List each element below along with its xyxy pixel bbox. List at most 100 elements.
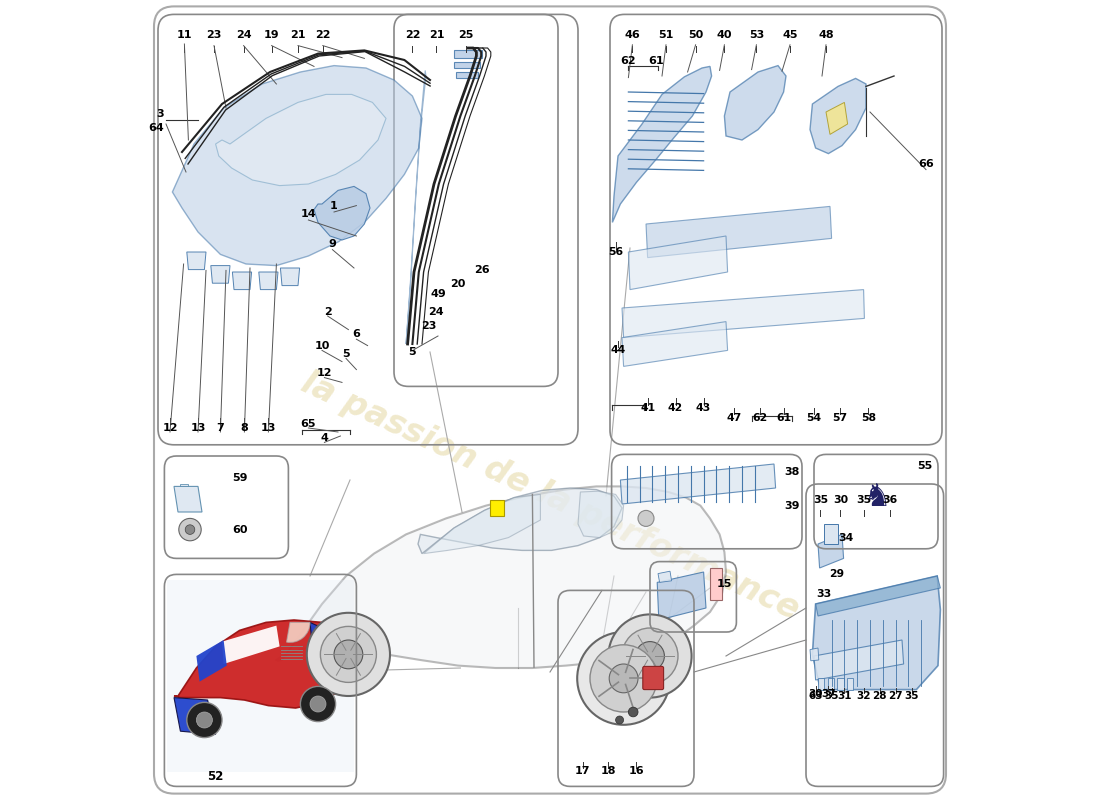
Text: 31: 31 — [837, 691, 851, 701]
Polygon shape — [847, 678, 854, 690]
Bar — [710, 568, 722, 600]
Polygon shape — [197, 640, 227, 682]
Text: 13: 13 — [190, 423, 206, 433]
Polygon shape — [418, 488, 622, 554]
Polygon shape — [725, 66, 786, 140]
Text: 16: 16 — [628, 766, 645, 776]
Polygon shape — [216, 94, 386, 186]
Text: 36: 36 — [882, 495, 898, 505]
Text: 7: 7 — [217, 423, 224, 433]
Circle shape — [578, 632, 670, 725]
Text: 49: 49 — [430, 290, 446, 299]
Wedge shape — [286, 622, 310, 642]
Text: 1: 1 — [330, 202, 338, 211]
Polygon shape — [818, 534, 844, 568]
Text: 35: 35 — [904, 691, 918, 701]
Text: 18: 18 — [601, 766, 616, 776]
Polygon shape — [173, 66, 422, 266]
Text: 51: 51 — [658, 30, 673, 40]
Text: 33: 33 — [816, 589, 832, 598]
Text: 62: 62 — [620, 56, 636, 66]
Text: 13: 13 — [261, 423, 276, 433]
Text: 34: 34 — [838, 533, 854, 542]
Polygon shape — [424, 494, 540, 554]
Polygon shape — [174, 620, 349, 708]
Text: 15: 15 — [717, 579, 733, 589]
Text: 2: 2 — [323, 307, 331, 317]
Text: 17: 17 — [575, 766, 591, 776]
Text: 23: 23 — [207, 30, 222, 40]
Text: 54: 54 — [806, 413, 822, 422]
Text: 45: 45 — [782, 30, 797, 40]
Polygon shape — [187, 252, 206, 270]
Text: 26: 26 — [474, 266, 490, 275]
Circle shape — [608, 614, 692, 698]
Text: 14: 14 — [300, 210, 316, 219]
Circle shape — [197, 712, 212, 728]
FancyBboxPatch shape — [642, 666, 663, 690]
Text: 20: 20 — [450, 279, 465, 289]
Text: 28: 28 — [872, 691, 887, 701]
Circle shape — [185, 525, 195, 534]
Polygon shape — [628, 236, 727, 290]
Text: 66: 66 — [918, 159, 934, 169]
Polygon shape — [276, 486, 726, 668]
Text: 35: 35 — [856, 495, 871, 505]
Text: 25: 25 — [459, 30, 474, 40]
Text: 21: 21 — [429, 30, 444, 40]
Text: 3: 3 — [156, 110, 164, 119]
Polygon shape — [454, 50, 482, 58]
Text: 9: 9 — [329, 239, 337, 249]
Bar — [490, 500, 505, 516]
Circle shape — [307, 613, 390, 696]
Polygon shape — [174, 698, 216, 734]
Polygon shape — [826, 102, 848, 134]
Text: 56: 56 — [608, 247, 624, 257]
Polygon shape — [578, 491, 624, 538]
Text: 22: 22 — [405, 30, 420, 40]
Circle shape — [636, 642, 664, 670]
Polygon shape — [232, 272, 252, 290]
Polygon shape — [620, 464, 776, 504]
Text: 22: 22 — [315, 30, 330, 40]
Text: 60: 60 — [232, 526, 248, 535]
Polygon shape — [456, 72, 478, 78]
Polygon shape — [613, 66, 712, 222]
Circle shape — [179, 518, 201, 541]
Text: 40: 40 — [717, 30, 733, 40]
Text: 10: 10 — [315, 341, 330, 350]
Text: 65: 65 — [300, 419, 316, 429]
Polygon shape — [621, 290, 865, 338]
Text: 24: 24 — [429, 307, 444, 317]
Polygon shape — [657, 572, 706, 620]
Circle shape — [638, 510, 654, 526]
Polygon shape — [280, 268, 299, 286]
Text: 50: 50 — [688, 30, 703, 40]
Text: 5: 5 — [342, 349, 350, 358]
Text: 37: 37 — [821, 690, 836, 699]
Text: 38: 38 — [784, 467, 800, 477]
Circle shape — [628, 707, 638, 717]
Text: 21: 21 — [290, 30, 306, 40]
Polygon shape — [310, 622, 352, 672]
Text: 48: 48 — [818, 30, 834, 40]
Text: 35: 35 — [824, 691, 839, 701]
Polygon shape — [180, 484, 188, 486]
Bar — [824, 524, 838, 544]
Polygon shape — [818, 678, 824, 690]
Text: 43: 43 — [696, 403, 712, 413]
Text: 4: 4 — [320, 433, 328, 442]
Circle shape — [621, 628, 678, 684]
Circle shape — [300, 686, 336, 722]
Text: 62: 62 — [752, 413, 767, 422]
Text: 57: 57 — [832, 413, 847, 422]
Text: 64: 64 — [147, 123, 164, 133]
Text: la passion de la performance: la passion de la performance — [296, 366, 804, 626]
Text: 46: 46 — [625, 30, 640, 40]
Text: 19: 19 — [264, 30, 279, 40]
Polygon shape — [314, 186, 370, 240]
Text: 29: 29 — [828, 570, 844, 579]
Circle shape — [320, 626, 376, 682]
Polygon shape — [827, 678, 834, 690]
Text: 47: 47 — [726, 413, 741, 422]
